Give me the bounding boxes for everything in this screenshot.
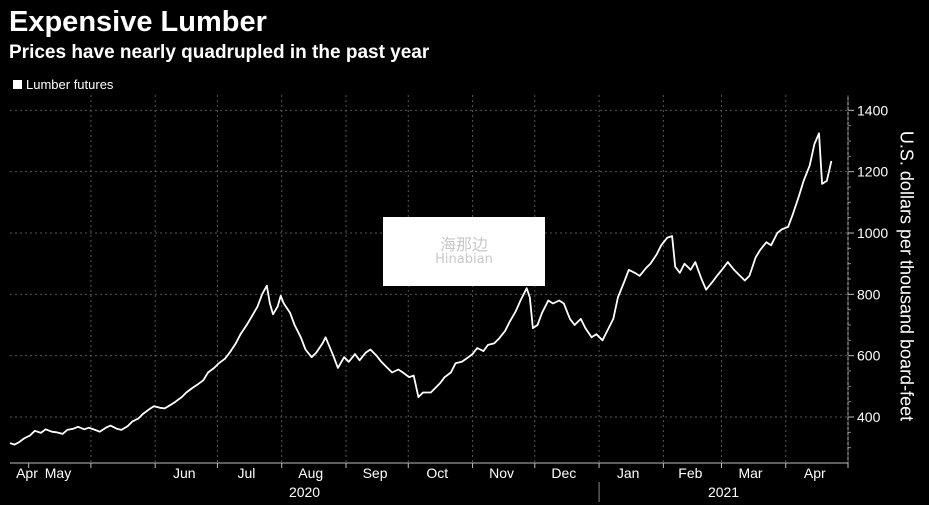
x-tick-label: Sep [363, 465, 388, 481]
watermark-logo-text: 海那边 [439, 234, 488, 254]
y-axis-label: U.S. dollars per thousand board-feet [896, 130, 917, 422]
chart-title: Expensive Lumber [9, 6, 267, 38]
legend: Lumber futures [13, 77, 113, 92]
y-tick-label: 1200 [857, 164, 888, 180]
watermark-brand: Hinabian [435, 252, 493, 268]
x-tick-label: Mar [738, 465, 762, 481]
x-tick-label: Nov [489, 465, 514, 481]
x-tick-label: Jun [173, 465, 196, 481]
x-tick-label: Feb [678, 465, 702, 481]
year-label: 2021 [708, 484, 739, 500]
legend-swatch [13, 80, 22, 89]
x-tick-label: Oct [426, 465, 448, 481]
x-tick-label: Jul [238, 465, 256, 481]
watermark-logo: 海那边 Hinabian [383, 217, 545, 286]
x-tick-label: Jan [617, 465, 640, 481]
chart-subtitle: Prices have nearly quadrupled in the pas… [9, 42, 430, 63]
year-label: 2020 [289, 484, 320, 500]
y-tick-label: 400 [857, 409, 881, 425]
y-tick-label: 800 [857, 286, 881, 302]
x-tick-label: Aug [298, 465, 323, 481]
x-tick-label: Dec [551, 465, 576, 481]
y-tick-label: 600 [857, 348, 881, 364]
y-tick-label: 1400 [857, 102, 888, 118]
series-line [9, 132, 833, 446]
legend-label: Lumber futures [26, 77, 114, 92]
y-tick-label: 1000 [857, 225, 888, 241]
x-tick-label: May [45, 465, 71, 481]
x-tick-label: Apr [16, 465, 38, 481]
x-tick-label: Apr [804, 465, 826, 481]
